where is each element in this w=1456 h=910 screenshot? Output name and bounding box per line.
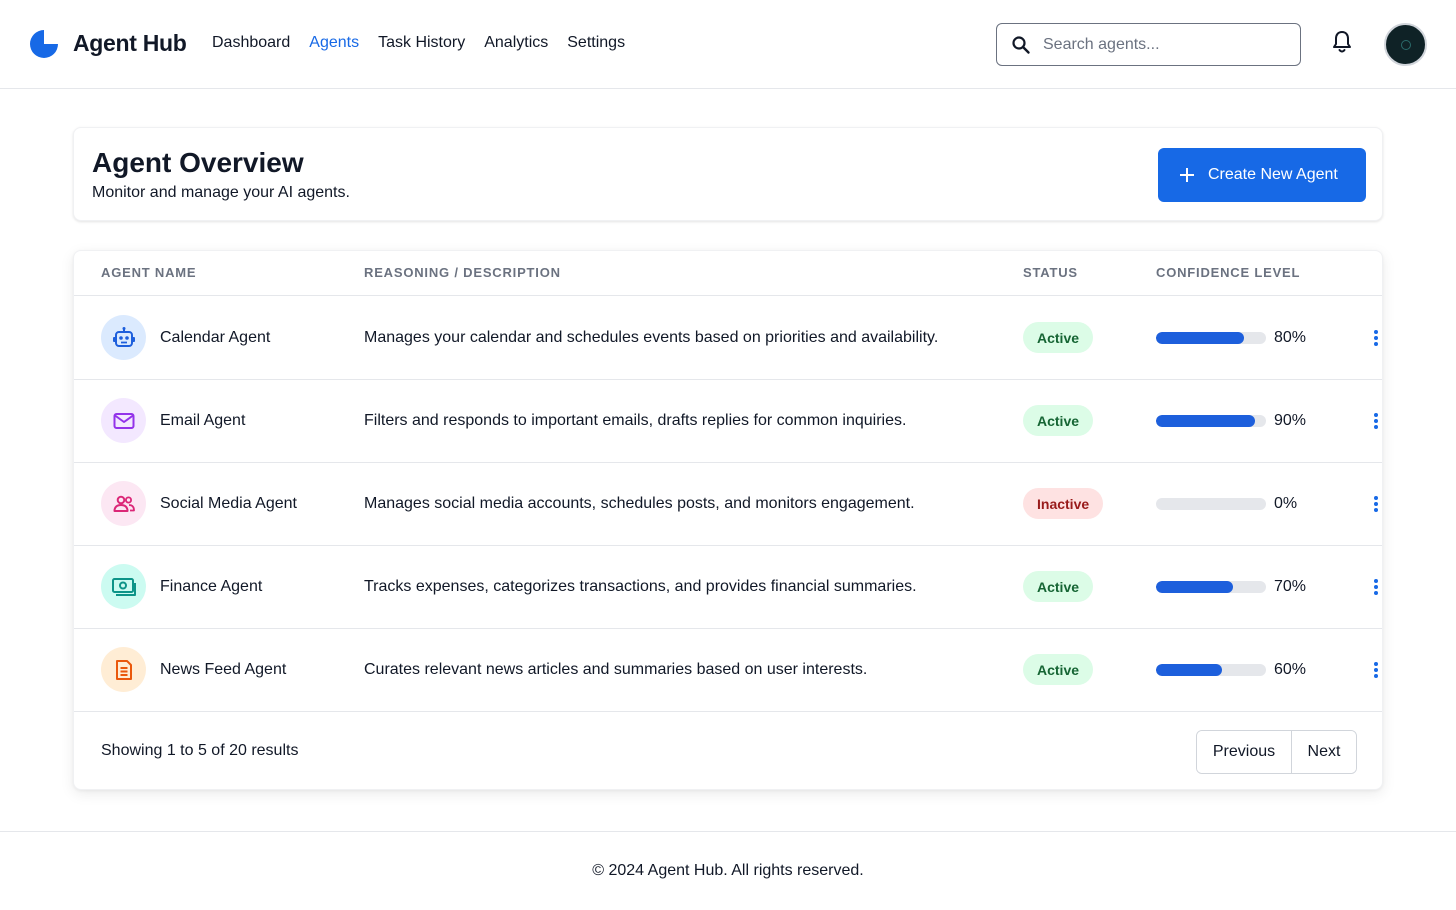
confidence-value: 60% [1274, 661, 1307, 678]
confidence-bar-fill [1156, 581, 1233, 593]
bell-icon[interactable] [1330, 29, 1354, 55]
table-header: AGENT NAME REASONING / DESCRIPTION STATU… [74, 251, 1382, 296]
agent-description: Curates relevant news articles and summa… [364, 661, 868, 678]
nav-dashboard[interactable]: Dashboard [212, 34, 291, 51]
page-subtitle: Monitor and manage your AI agents. [92, 184, 350, 201]
avatar-image [1400, 39, 1411, 50]
confidence-value: 0% [1274, 495, 1298, 512]
more-options-icon[interactable] [1370, 410, 1382, 432]
status-badge: Inactive [1023, 488, 1104, 519]
confidence-bar-fill [1156, 415, 1255, 427]
agent-avatar [101, 647, 146, 692]
agent-name[interactable]: News Feed Agent [160, 661, 287, 678]
agent-avatar [101, 398, 146, 443]
table-row[interactable]: Calendar Agent Manages your calendar and… [74, 297, 1382, 380]
previous-button[interactable]: Previous [1197, 731, 1292, 773]
more-options-icon[interactable] [1370, 576, 1382, 598]
mail-icon [113, 412, 134, 429]
agent-description: Tracks expenses, categorizes transaction… [364, 578, 917, 595]
document-icon [115, 659, 132, 680]
create-new-agent-label: Create New Agent [1208, 166, 1338, 183]
cash-icon [111, 577, 136, 596]
agent-avatar [101, 481, 146, 526]
nav-settings[interactable]: Settings [567, 34, 626, 51]
confidence-bar [1156, 498, 1266, 510]
agent-description: Manages social media accounts, schedules… [364, 495, 915, 512]
confidence-value: 70% [1274, 578, 1307, 595]
confidence-value: 90% [1274, 412, 1307, 429]
agent-hub-logo[interactable] [28, 28, 60, 60]
more-options-icon[interactable] [1370, 659, 1382, 681]
more-options-icon[interactable] [1370, 327, 1382, 349]
agent-name[interactable]: Calendar Agent [160, 329, 271, 346]
search-icon [1012, 36, 1030, 54]
confidence-bar [1156, 415, 1266, 427]
table-row[interactable]: News Feed Agent Curates relevant news ar… [74, 629, 1382, 712]
page-footer: © 2024 Agent Hub. All rights reserved. [0, 831, 1456, 910]
pagination: Previous Next [1196, 730, 1357, 774]
table-row[interactable]: Finance Agent Tracks expenses, categoriz… [74, 546, 1382, 629]
brand-name[interactable]: Agent Hub [73, 30, 187, 56]
results-count: Showing 1 to 5 of 20 results [101, 742, 299, 759]
robot-icon [112, 326, 135, 347]
search-box [996, 23, 1301, 66]
agent-name[interactable]: Finance Agent [160, 578, 263, 595]
agent-overview-card: Agent Overview Monitor and manage your A… [73, 127, 1383, 221]
top-navbar: Agent Hub Dashboard Agents Task History … [0, 0, 1456, 89]
status-badge: Active [1023, 405, 1094, 436]
agent-description: Manages your calendar and schedules even… [364, 329, 939, 346]
column-header-confidence[interactable]: CONFIDENCE LEVEL [1156, 265, 1301, 280]
confidence-bar [1156, 581, 1266, 593]
search-input[interactable] [1043, 33, 1288, 57]
avatar[interactable] [1384, 23, 1427, 66]
nav-analytics[interactable]: Analytics [484, 34, 549, 51]
plus-icon [1180, 168, 1194, 182]
column-header-description[interactable]: REASONING / DESCRIPTION [364, 265, 561, 280]
table-footer: Showing 1 to 5 of 20 results Previous Ne… [74, 712, 1382, 789]
column-header-status[interactable]: STATUS [1023, 265, 1078, 280]
confidence-bar [1156, 664, 1266, 676]
users-icon [113, 495, 135, 512]
create-new-agent-button[interactable]: Create New Agent [1158, 148, 1366, 202]
agent-description: Filters and responds to important emails… [364, 412, 907, 429]
agent-avatar [101, 315, 146, 360]
nav-agents[interactable]: Agents [309, 34, 360, 51]
confidence-value: 80% [1274, 329, 1307, 346]
nav-task-history[interactable]: Task History [378, 34, 466, 51]
confidence-bar-fill [1156, 664, 1222, 676]
more-options-icon[interactable] [1370, 493, 1382, 515]
agent-name[interactable]: Email Agent [160, 412, 246, 429]
column-header-agent-name[interactable]: AGENT NAME [101, 265, 197, 280]
agent-name[interactable]: Social Media Agent [160, 495, 297, 512]
status-badge: Active [1023, 322, 1094, 353]
status-badge: Active [1023, 654, 1094, 685]
agents-table: AGENT NAME REASONING / DESCRIPTION STATU… [73, 250, 1383, 790]
next-button[interactable]: Next [1292, 731, 1356, 773]
confidence-bar [1156, 332, 1266, 344]
copyright-text: © 2024 Agent Hub. All rights reserved. [592, 862, 864, 879]
agent-avatar [101, 564, 146, 609]
status-badge: Active [1023, 571, 1094, 602]
table-row[interactable]: Social Media Agent Manages social media … [74, 463, 1382, 546]
page-title: Agent Overview [92, 147, 304, 178]
confidence-bar-fill [1156, 332, 1244, 344]
main-nav: Dashboard Agents Task History Analytics … [212, 34, 625, 52]
table-row[interactable]: Email Agent Filters and responds to impo… [74, 380, 1382, 463]
